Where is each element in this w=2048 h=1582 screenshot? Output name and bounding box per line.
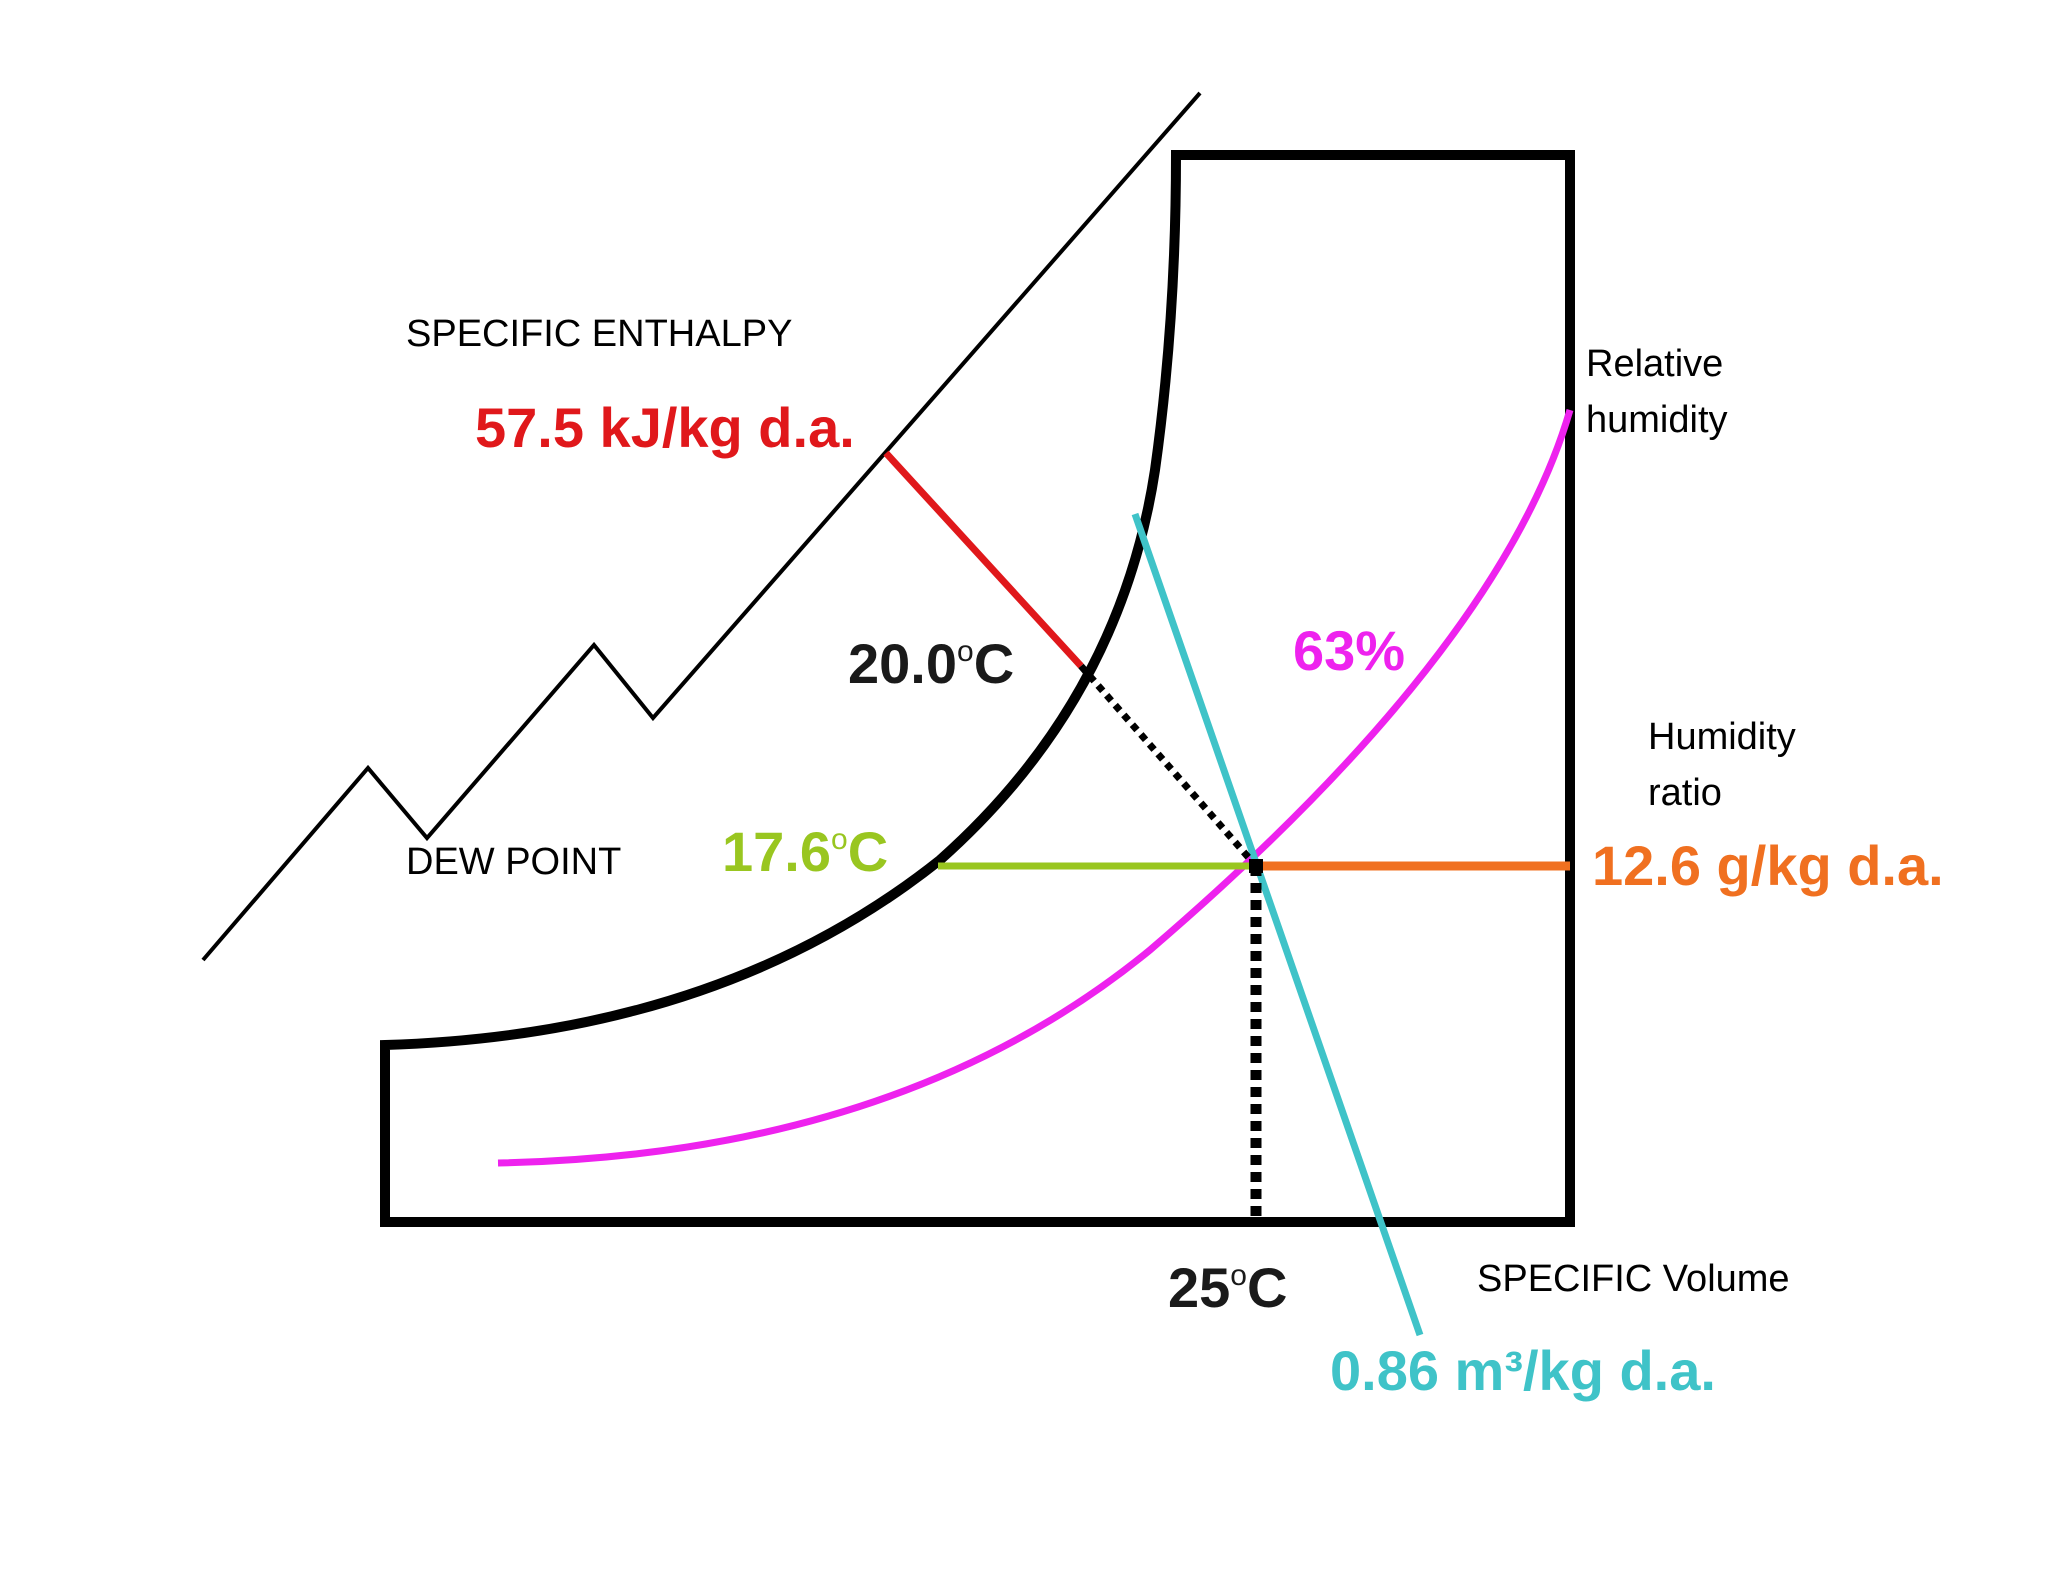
- enthalpy-scale-line: [201, 91, 1202, 962]
- dew-point-value-label: 17.6oC: [722, 820, 888, 883]
- dry-bulb-number: 25: [1168, 1256, 1230, 1319]
- wet-bulb-degree: o: [957, 635, 974, 668]
- relative-humidity-value-label: 63%: [1293, 619, 1405, 682]
- relative-humidity-label-line2: humidity: [1586, 399, 1728, 441]
- specific-enthalpy-label: SPECIFIC ENTHALPY: [406, 313, 792, 355]
- humidity-ratio-label-line1: Humidity: [1648, 716, 1796, 758]
- specific-volume-line: [1131, 512, 1424, 1337]
- wet-bulb-value-label: 20.0oC: [848, 632, 1014, 695]
- relative-humidity-curve: [497, 409, 1574, 1167]
- specific-volume-label: SPECIFIC Volume: [1477, 1258, 1790, 1300]
- chart-outline: [380, 150, 1575, 1227]
- dew-point-number: 17.6: [722, 820, 831, 883]
- wet-bulb-number: 20.0: [848, 632, 957, 695]
- humidity-ratio-label-line2: ratio: [1648, 772, 1722, 814]
- dew-point-degree: o: [831, 823, 848, 856]
- dry-bulb-unit: C: [1247, 1256, 1287, 1319]
- dew-point-label: DEW POINT: [406, 841, 621, 883]
- enthalpy-value-label: 57.5 kJ/kg d.a.: [475, 396, 855, 459]
- state-point-marker: [1249, 859, 1263, 873]
- wet-bulb-unit: C: [974, 632, 1014, 695]
- wet-bulb-dotted-line: [1078, 663, 1259, 869]
- specific-volume-value-label: 0.86 m³/kg d.a.: [1330, 1339, 1716, 1402]
- humidity-ratio-value-label: 12.6 g/kg d.a.: [1592, 834, 1944, 897]
- dry-bulb-value-label: 25oC: [1168, 1256, 1287, 1319]
- dew-point-unit: C: [848, 820, 888, 883]
- enthalpy-line: [883, 450, 1084, 669]
- dry-bulb-degree: o: [1230, 1259, 1247, 1292]
- relative-humidity-label-line1: Relative: [1586, 343, 1723, 385]
